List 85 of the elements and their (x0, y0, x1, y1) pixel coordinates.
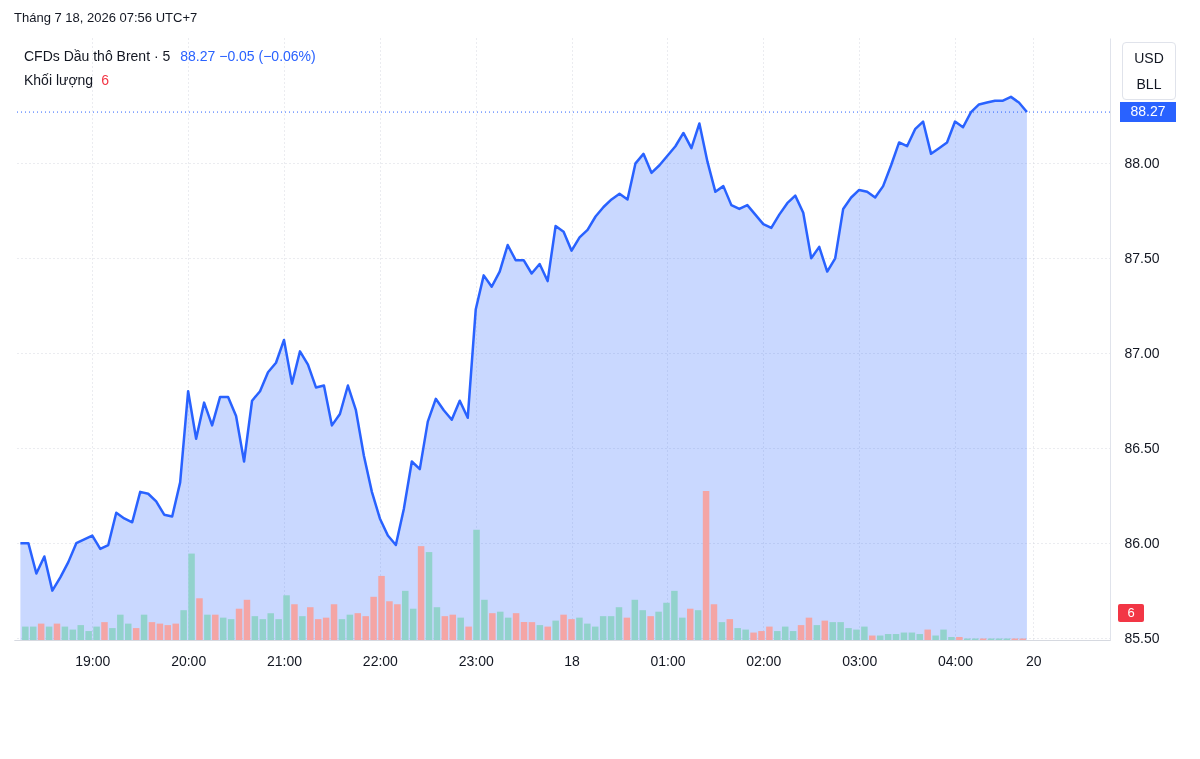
text: CFDs Dầu thô Brent · 5 (24, 48, 171, 64)
x-tick-label: 23:00 (458, 652, 494, 669)
ref-line-label: 88.27 (1130, 103, 1166, 120)
bar (892, 634, 900, 640)
text: 6 (1118, 604, 1144, 622)
bar (330, 604, 338, 640)
bar (101, 622, 108, 640)
bar (417, 546, 425, 640)
bar (219, 617, 227, 640)
bar (623, 617, 631, 640)
x-tick-label: 04:00 (938, 652, 974, 669)
bar (235, 608, 243, 640)
bar (457, 617, 464, 640)
bar (322, 617, 330, 640)
bar (489, 613, 496, 640)
bar (647, 616, 654, 640)
bar (441, 616, 449, 640)
bar (536, 625, 544, 640)
bar (544, 626, 551, 640)
y-tick-label: 86.50 (1124, 439, 1160, 456)
bar (212, 614, 219, 640)
x-tick-label: 01:00 (650, 652, 686, 669)
x-tick-label: 20:00 (171, 652, 207, 669)
bar (710, 604, 718, 640)
bar (528, 622, 536, 640)
bar (140, 614, 148, 640)
bar (884, 634, 892, 640)
bar (599, 616, 607, 640)
bar (805, 617, 813, 640)
bar (821, 620, 829, 640)
x-tick-label: 19:00 (75, 652, 111, 669)
bar (132, 628, 140, 640)
bar (615, 607, 623, 640)
bar (37, 623, 45, 640)
x-tick-label: 03:00 (842, 652, 878, 669)
y-tick-label: 87.00 (1124, 344, 1160, 361)
bar (694, 610, 702, 640)
x-tick-label: 22:00 (362, 652, 399, 669)
bar (433, 607, 441, 640)
bar (45, 626, 53, 640)
bar (243, 599, 251, 640)
bar (61, 626, 69, 640)
y-tick-label: 85.50 (1124, 629, 1160, 646)
bar (718, 622, 726, 640)
y-tick-label: 87.50 (1124, 249, 1160, 266)
bar (425, 552, 433, 640)
bar (299, 616, 306, 640)
bar (813, 625, 821, 640)
text: 88.27 −0.05 (−0.06%) (180, 48, 316, 64)
bar (797, 625, 805, 640)
bar (702, 491, 710, 640)
bar (956, 637, 963, 640)
bar (156, 623, 164, 640)
text: BLL (1135, 75, 1163, 94)
bar (607, 616, 615, 640)
bar (552, 620, 559, 640)
x-tick-label: 21:00 (266, 652, 303, 669)
bar (204, 614, 211, 640)
bar (291, 604, 298, 640)
bar (53, 623, 61, 640)
bar (449, 614, 457, 640)
bar (869, 635, 876, 640)
x-tick-label: 18 (564, 652, 581, 669)
bar (251, 616, 259, 640)
y-tick-label: 88.00 (1124, 154, 1160, 171)
bar (346, 614, 354, 640)
bar (196, 598, 203, 640)
chart-title: Khối lượng (24, 72, 94, 88)
bar (916, 634, 924, 640)
bar (789, 631, 797, 640)
y-tick-label: 86.00 (1124, 534, 1160, 551)
bar (520, 622, 528, 640)
bar (686, 608, 694, 640)
text: USD (1133, 49, 1165, 68)
bar (924, 629, 931, 640)
bar (465, 626, 472, 640)
annotation: 6 (101, 72, 109, 88)
bar (227, 619, 235, 640)
bar (512, 613, 520, 640)
bar (148, 622, 156, 640)
bar (338, 619, 346, 640)
x-tick-label: 02:00 (746, 652, 782, 669)
x-tick-label: 20 (1026, 652, 1042, 669)
text: Tháng 7 18, 2026 07:56 UTC+7 (14, 10, 198, 25)
bar (726, 619, 734, 640)
